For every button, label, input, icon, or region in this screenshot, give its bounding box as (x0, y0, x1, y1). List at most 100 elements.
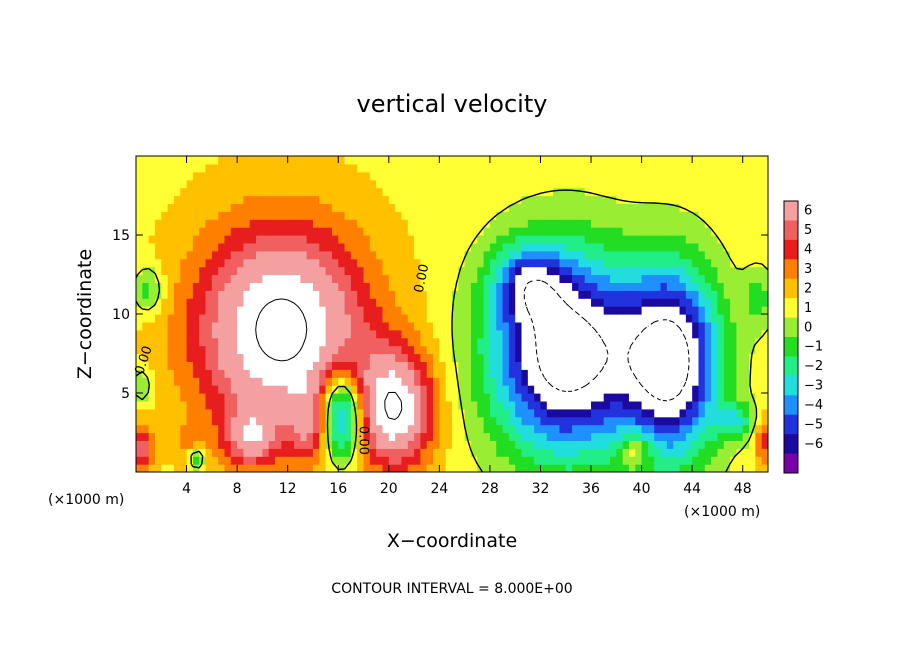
heatmap-cell (142, 242, 150, 252)
heatmap-cell (647, 432, 655, 441)
heatmap-cell (148, 274, 156, 283)
heatmap-cell (357, 377, 365, 386)
heatmap-cell (508, 393, 516, 402)
heatmap-cell (698, 171, 706, 181)
heatmap-cell (742, 306, 750, 315)
heatmap-cell (300, 369, 308, 378)
heatmap-cell (616, 306, 624, 315)
heatmap-cell (256, 227, 263, 236)
heatmap-cell (344, 400, 352, 410)
heatmap-cell (300, 290, 308, 299)
heatmap-cell (736, 361, 744, 370)
heatmap-cell (502, 266, 510, 276)
heatmap-cell (622, 321, 630, 331)
heatmap-cell (660, 448, 668, 457)
heatmap-cell (287, 456, 295, 465)
heatmap-cell (685, 156, 693, 165)
heatmap-cell (319, 393, 327, 402)
heatmap-cell (742, 353, 750, 362)
heatmap-cell (730, 385, 737, 394)
heatmap-cell (294, 456, 301, 465)
heatmap-cell (281, 321, 289, 331)
heatmap-cell (414, 219, 421, 228)
heatmap-cell (704, 235, 712, 244)
heatmap-cell (502, 353, 510, 362)
heatmap-cell (565, 464, 573, 472)
heatmap-cell (717, 361, 725, 370)
heatmap-cell (742, 211, 750, 220)
heatmap-cell (603, 377, 611, 386)
heatmap-cell (180, 298, 188, 307)
heatmap-cell (331, 171, 339, 181)
heatmap-cell (369, 211, 377, 220)
heatmap-cell (249, 353, 257, 362)
heatmap-cell (395, 448, 403, 457)
heatmap-cell (338, 195, 346, 204)
heatmap-cell (666, 298, 674, 307)
heatmap-cell (420, 227, 428, 236)
heatmap-cell (136, 456, 143, 465)
heatmap-cell (388, 448, 396, 457)
heatmap-cell (199, 258, 207, 268)
heatmap-cell (622, 416, 630, 426)
heatmap-cell (470, 408, 478, 418)
heatmap-cell (572, 424, 579, 434)
heatmap-cell (199, 448, 207, 457)
heatmap-cell (350, 274, 358, 283)
heatmap-cell (628, 266, 636, 276)
heatmap-cell (275, 385, 282, 394)
heatmap-cell (407, 298, 415, 307)
heatmap-cell (679, 258, 687, 268)
heatmap-cell (578, 345, 586, 355)
heatmap-cell (426, 242, 434, 252)
heatmap-cell (673, 432, 681, 441)
heatmap-cell (464, 353, 472, 362)
heatmap-cell (262, 258, 270, 268)
heatmap-cell (578, 156, 586, 165)
heatmap-cell (628, 400, 636, 410)
heatmap-cell (730, 400, 737, 410)
heatmap-cell (628, 385, 636, 394)
heatmap-cell (407, 266, 415, 276)
heatmap-cell (205, 353, 213, 362)
heatmap-cell (635, 337, 643, 347)
heatmap-cell (331, 235, 339, 244)
heatmap-cell (603, 266, 611, 276)
heatmap-cell (603, 369, 611, 378)
heatmap-cell (256, 203, 263, 212)
heatmap-cell (565, 211, 573, 220)
heatmap-cell (647, 440, 655, 449)
heatmap-cell (300, 400, 308, 410)
heatmap-cell (628, 329, 636, 339)
heatmap-cell (477, 400, 485, 410)
heatmap-cell (306, 235, 314, 244)
heatmap-cell (180, 282, 188, 291)
heatmap-cell (508, 282, 516, 291)
heatmap-cell (407, 329, 415, 339)
heatmap-cell (192, 250, 200, 260)
heatmap-cell (445, 171, 453, 181)
heatmap-cell (692, 179, 700, 189)
heatmap-cell (717, 195, 725, 204)
heatmap-cell (635, 448, 643, 457)
heatmap-cell (433, 282, 440, 291)
heatmap-cell (711, 203, 719, 212)
heatmap-cell (433, 424, 440, 434)
heatmap-cell (654, 329, 662, 339)
heatmap-cell (470, 187, 478, 197)
heatmap-cell (559, 306, 567, 315)
heatmap-cell (325, 345, 333, 355)
heatmap-cell (148, 282, 156, 291)
heatmap-cell (306, 203, 314, 212)
heatmap-cell (603, 361, 611, 370)
heatmap-cell (616, 456, 624, 465)
heatmap-cell (407, 203, 415, 212)
heatmap-cell (628, 321, 636, 331)
heatmap-cell (641, 408, 649, 418)
heatmap-cell (622, 187, 630, 197)
heatmap-cell (420, 156, 428, 165)
heatmap-cell (319, 314, 327, 323)
heatmap-cell (161, 274, 169, 283)
heatmap-cell (628, 235, 636, 244)
heatmap-cell (142, 282, 150, 291)
